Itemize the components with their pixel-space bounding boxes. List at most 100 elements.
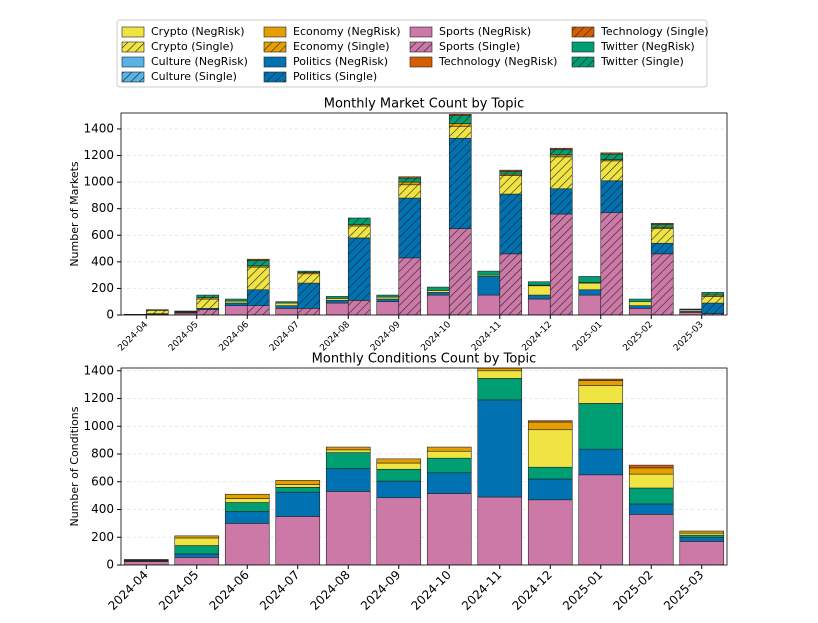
bar-segment: [246, 266, 270, 291]
bar-segment: [224, 302, 248, 306]
bar-segment: [701, 302, 725, 314]
bar-segment: [275, 487, 321, 493]
y-tick-label: 600: [91, 228, 114, 242]
bar-segment: [448, 228, 472, 315]
bar-segment: [145, 310, 169, 314]
x-tick-label: 2025-03: [672, 320, 706, 354]
bar-segment: [628, 464, 674, 469]
bar-segment: [527, 466, 573, 480]
bar-segment: [600, 160, 624, 182]
legend-swatch: [263, 56, 287, 68]
x-tick-label: 2024-04: [116, 320, 150, 354]
x-tick-label: 2024-07: [257, 568, 302, 613]
bar-segment: [499, 253, 523, 315]
x-tick-label: 2024-08: [307, 568, 352, 613]
bar-segment: [650, 242, 674, 255]
bar-segment: [477, 399, 523, 498]
bar-segment: [275, 301, 299, 304]
legend-label: Technology (Single): [600, 25, 709, 38]
bar-segment: [578, 474, 624, 565]
y-axis-label: Number of Conditions: [68, 406, 81, 526]
legend-label: Twitter (Single): [600, 55, 684, 68]
bar-segment: [426, 294, 450, 315]
bar-segment: [578, 378, 624, 381]
bar-segment: [426, 286, 450, 291]
bar-segment: [527, 429, 573, 468]
y-tick-label: 400: [91, 502, 114, 516]
bar-segment: [275, 516, 321, 565]
bar-segment: [628, 503, 674, 515]
y-tick-label: 400: [91, 254, 114, 268]
bar-segment: [376, 468, 422, 482]
y-tick-label: 200: [91, 530, 114, 544]
bar-segment: [628, 301, 652, 306]
legend-swatch: [263, 71, 287, 83]
x-tick-label: 2024-08: [318, 320, 352, 354]
bar-segment: [174, 310, 198, 312]
y-tick-label: 1400: [83, 363, 114, 377]
bar-segment: [527, 281, 551, 286]
x-tick-label: 2024-10: [419, 320, 453, 354]
y-tick-label: 1200: [83, 391, 114, 405]
bar-segment: [275, 308, 299, 315]
bar-segment: [679, 308, 703, 310]
bar-segment: [578, 385, 624, 404]
bar-segment: [376, 480, 422, 499]
plot-frame: [120, 367, 728, 566]
y-tick-label: 1000: [83, 175, 114, 189]
legend-swatch: [571, 41, 595, 53]
bar-segment: [600, 153, 624, 160]
y-tick-label: 1400: [83, 121, 114, 135]
bar-segment: [628, 298, 652, 303]
bar-segment: [477, 496, 523, 565]
legend-swatch: [571, 56, 595, 68]
bar-segment: [376, 458, 422, 464]
bar-segment: [246, 289, 270, 306]
legend-swatch: [121, 71, 145, 83]
x-tick-label: 2025-02: [610, 568, 655, 613]
bar-segment: [628, 487, 674, 505]
x-tick-label: 2024-05: [156, 568, 201, 613]
bar-segment: [297, 273, 321, 284]
bar-segment: [679, 541, 725, 565]
bar-segment: [527, 298, 551, 315]
y-tick-label: 1000: [83, 419, 114, 433]
chart-title: Monthly Market Count by Topic: [324, 97, 525, 112]
bar-segment: [578, 294, 602, 315]
bar-segment: [123, 561, 169, 565]
bar-segment: [499, 171, 523, 175]
bar-segment: [477, 276, 501, 296]
bar-segment: [325, 446, 371, 451]
bar-segment: [448, 137, 472, 229]
bar-segment: [628, 305, 652, 309]
bar-segment: [477, 370, 523, 379]
bar-segment: [325, 296, 349, 299]
x-tick-label: 2024-05: [167, 320, 201, 354]
bars: [123, 114, 725, 315]
bar-segment: [325, 491, 371, 565]
y-tick-label: 800: [91, 201, 114, 215]
bar-segment: [628, 514, 674, 565]
bar-segment: [578, 289, 602, 296]
legend-swatch: [121, 41, 145, 53]
bar-segment: [628, 467, 674, 475]
bar-segment: [527, 478, 573, 501]
legend-label: Twitter (NegRisk): [600, 40, 695, 53]
bar-segment: [123, 559, 169, 561]
x-tick-label: 2025-01: [571, 320, 605, 354]
x-tick-label: 2024-06: [217, 320, 251, 354]
bar-segment: [578, 282, 602, 291]
chart-title: Monthly Conditions Count by Topic: [312, 352, 537, 367]
bar-segment: [398, 197, 422, 259]
y-tick-label: 200: [91, 281, 114, 295]
bar-segment: [224, 511, 270, 524]
bar-segment: [679, 530, 725, 534]
bar-segment: [426, 292, 450, 296]
bar-segment: [347, 300, 371, 315]
bar-segment: [196, 309, 220, 315]
y-tick-label: 0: [106, 308, 114, 322]
bar-segment: [224, 493, 270, 499]
bar-segment: [549, 156, 573, 190]
bar-segment: [578, 448, 624, 476]
